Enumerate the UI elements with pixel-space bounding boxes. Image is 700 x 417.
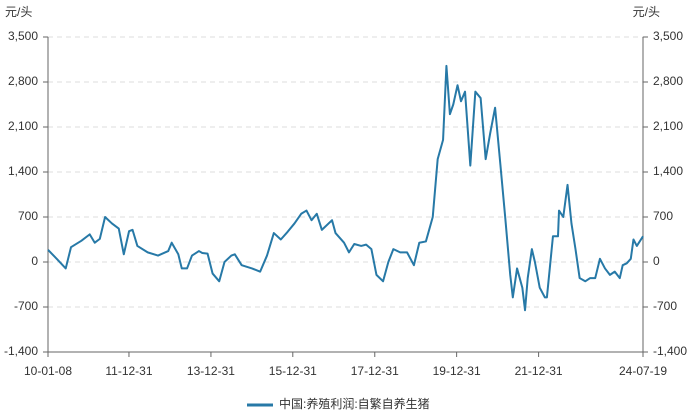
x-tick-label: 11-12-31: [105, 364, 152, 378]
x-tick-label: 19-12-31: [433, 364, 481, 378]
y-tick-label: 0: [31, 254, 38, 268]
y2-tick-label: 700: [653, 209, 673, 223]
series-line: [47, 64, 644, 312]
x-tick-label: 24-07-19: [619, 364, 667, 378]
y-tick-label: 2,800: [8, 74, 38, 88]
x-tick-label: 17-12-31: [351, 364, 399, 378]
y2-tick-label: 3,500: [653, 29, 683, 43]
y-axis-unit: 元/头: [5, 5, 32, 19]
y-tick-label: 1,400: [8, 164, 38, 178]
y2-tick-label: 0: [653, 254, 660, 268]
y2-tick-label: 1,400: [653, 164, 683, 178]
y2-tick-label: 2,100: [653, 119, 683, 133]
y-tick-label: -700: [14, 299, 38, 313]
y-tick-label: 700: [18, 209, 38, 223]
x-tick-label: 13-12-31: [187, 364, 235, 378]
y-tick-label: 2,100: [8, 119, 38, 133]
x-tick-label: 21-12-31: [515, 364, 563, 378]
y2-tick-label: -1,400: [653, 344, 687, 358]
x-tick-label: 15-12-31: [269, 364, 317, 378]
y-tick-label: -1,400: [4, 344, 38, 358]
x-tick-label: 10-01-08: [24, 364, 72, 378]
legend-label: 中国:养殖利润:自繁自养生猪: [279, 396, 430, 411]
y-tick-label: 3,500: [8, 29, 38, 43]
y2-axis-unit: 元/头: [633, 5, 660, 19]
y2-tick-label: -700: [653, 299, 677, 313]
y2-tick-label: 2,800: [653, 74, 683, 88]
